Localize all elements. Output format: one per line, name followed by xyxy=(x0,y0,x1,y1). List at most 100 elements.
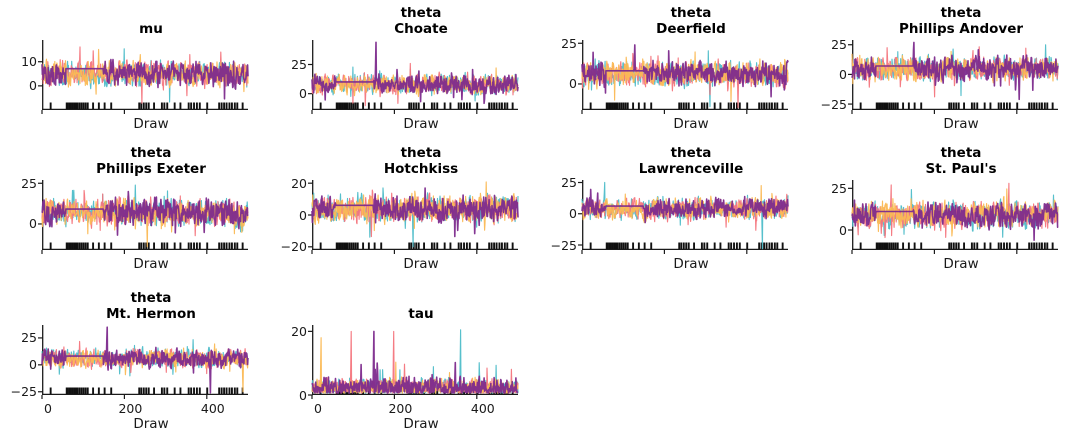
x-tick-label: 0 xyxy=(44,401,52,416)
y-tick-label: −25 xyxy=(550,237,577,253)
plot-row: 0 25 xyxy=(276,40,524,116)
y-tick-label: 0 xyxy=(299,86,307,102)
trace-plot xyxy=(848,180,1059,256)
y-axis-tick-labels: −25 0 25 xyxy=(6,325,42,399)
panel-title-line: Phillips Exeter xyxy=(96,161,206,177)
y-tick-label: 0 xyxy=(29,216,37,232)
panel-title-line: Lawrenceville xyxy=(638,161,744,177)
panel-title-line: theta xyxy=(940,145,982,161)
panel-title-line: Choate xyxy=(394,21,448,37)
chain-trace-chain-4 xyxy=(41,326,249,394)
y-axis-tick-labels: 0 20 xyxy=(276,323,312,403)
trace-panel-mu: mu 0 10 Draw xyxy=(0,0,270,140)
y-tick-label: 0 xyxy=(569,76,577,92)
y-tick-label: 0 xyxy=(839,222,847,238)
panel-title-line: Mt. Hermon xyxy=(106,306,196,322)
panel-title: theta Phillips Exeter xyxy=(48,143,254,177)
trace-plot-canvas xyxy=(308,180,519,254)
x-axis-title: Draw xyxy=(133,256,169,272)
panel-title-line: Hotchkiss xyxy=(383,161,459,177)
trace-plot-canvas xyxy=(308,40,519,114)
panel-title-line: theta xyxy=(400,145,442,161)
chain-trace-chain-4 xyxy=(311,187,519,238)
y-tick-label: 0 xyxy=(29,78,37,94)
y-tick-label: 0 xyxy=(299,207,307,223)
x-tick-label: 0 xyxy=(314,401,322,416)
plot-row: −20 0 20 xyxy=(276,176,524,256)
trace-panel-theta-choate: theta Choate 0 25 Draw xyxy=(270,0,540,140)
y-tick-label: 20 xyxy=(291,175,307,191)
chain-trace-chain-4 xyxy=(311,330,519,394)
panel-title: theta St. Paul's xyxy=(858,143,1064,177)
panel-title-line: theta xyxy=(130,145,172,161)
y-axis-tick-labels: 0 25 xyxy=(276,40,312,110)
x-axis-title: Draw xyxy=(403,116,439,132)
panel-title-line: theta xyxy=(670,5,712,21)
x-tick-label: 400 xyxy=(200,401,225,416)
x-axis-title: Draw xyxy=(133,116,169,132)
x-tick-label: 200 xyxy=(118,401,143,416)
y-tick-label: 10 xyxy=(21,54,37,70)
trace-plot-canvas xyxy=(38,325,249,399)
panel-title: theta Phillips Andover xyxy=(858,3,1064,37)
panel-title-line: St. Paul's xyxy=(925,161,997,177)
y-tick-label: 25 xyxy=(561,35,577,51)
y-tick-label: −25 xyxy=(10,384,37,400)
chain-trace-chain-4 xyxy=(851,199,1059,242)
trace-plot xyxy=(308,40,519,116)
trace-plot-canvas xyxy=(848,180,1059,254)
plot-row: −25 0 25 xyxy=(6,325,254,401)
panel-title-line: theta xyxy=(400,5,442,21)
x-axis-title: Draw xyxy=(943,256,979,272)
trace-plot-canvas xyxy=(38,180,249,254)
chain-trace-chain-4 xyxy=(851,41,1059,101)
y-tick-label: 25 xyxy=(561,175,577,190)
y-tick-label: 0 xyxy=(839,66,847,82)
plot-row: 0 25 xyxy=(6,176,254,256)
trace-panel-theta-deerfield: theta Deerfield 0 25 Draw xyxy=(540,0,810,140)
panel-title: theta Choate xyxy=(318,3,524,37)
trace-plot xyxy=(38,40,249,116)
trace-panel-theta-phillips-andover: theta Phillips Andover −25 0 25 Draw xyxy=(810,0,1080,140)
trace-plot xyxy=(848,40,1059,116)
panel-title-line: Deerfield xyxy=(656,21,726,37)
trace-plot xyxy=(38,180,249,256)
trace-plot-canvas xyxy=(848,40,1059,114)
y-axis-tick-labels: −20 0 20 xyxy=(276,176,312,255)
trace-plot xyxy=(308,325,519,401)
y-tick-label: 25 xyxy=(831,37,847,53)
y-axis-tick-labels: −25 0 25 xyxy=(546,175,582,253)
plot-row: −25 0 25 xyxy=(546,175,794,256)
y-axis-tick-labels: 0 25 xyxy=(546,36,582,110)
trace-panel-theta-st-pauls: theta St. Paul's 0 25 Draw xyxy=(810,140,1080,285)
y-tick-label: 20 xyxy=(291,323,307,339)
y-axis-tick-labels: 0 25 xyxy=(816,180,852,250)
x-axis-title: Draw xyxy=(403,416,439,430)
plot-row: 0 25 xyxy=(816,180,1064,256)
y-tick-label: 25 xyxy=(21,330,37,346)
trace-plot-canvas xyxy=(308,325,519,399)
panel-title-line: theta xyxy=(130,290,172,306)
plot-row: 0 20 xyxy=(276,323,524,403)
panel-title: theta Mt. Hermon xyxy=(48,288,254,322)
panel-title-line: mu xyxy=(139,21,163,37)
panel-title-line: theta xyxy=(940,5,982,21)
chain-trace-chain-4 xyxy=(581,44,789,98)
panel-title-line: theta xyxy=(670,145,712,161)
chain-trace-chain-4 xyxy=(311,41,519,105)
trace-panel-theta-lawrenceville: theta Lawrenceville −25 0 25 Draw xyxy=(540,140,810,285)
y-axis-tick-labels: 0 10 xyxy=(6,40,42,110)
trace-plot-canvas xyxy=(578,40,789,114)
plot-row: 0 25 xyxy=(546,36,794,116)
y-tick-label: 25 xyxy=(831,180,847,196)
y-tick-label: −25 xyxy=(820,96,847,112)
trace-plot xyxy=(578,40,789,116)
y-tick-label: −20 xyxy=(280,239,307,255)
y-tick-label: 0 xyxy=(299,387,307,403)
trace-plot xyxy=(578,180,789,256)
trace-panel-theta-phillips-exeter: theta Phillips Exeter 0 25 Draw xyxy=(0,140,270,285)
y-tick-label: 25 xyxy=(21,175,37,191)
plot-row: 0 10 xyxy=(6,40,254,116)
panel-title: theta Lawrenceville xyxy=(588,143,794,177)
